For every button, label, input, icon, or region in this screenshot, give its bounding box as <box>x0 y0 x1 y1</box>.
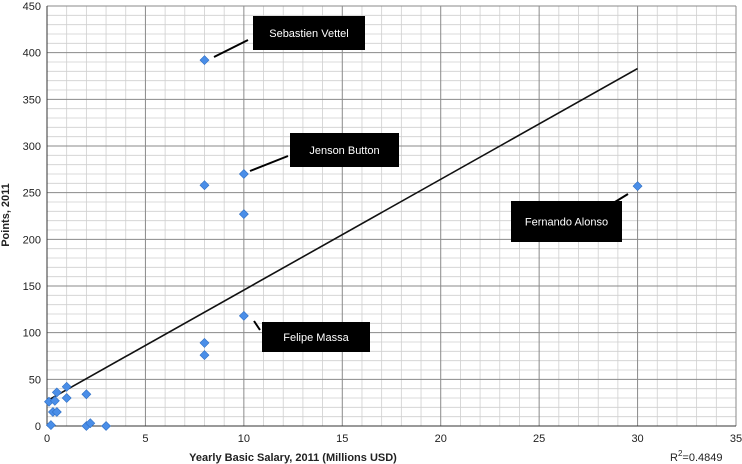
callout-label: Jenson Button <box>309 145 379 157</box>
y-tick-labels: 0 50 100 150 200 250 300 350 400 450 <box>23 1 41 433</box>
data-point <box>51 407 62 417</box>
x-tick-labels: 0 5 10 15 20 25 30 35 <box>44 433 742 445</box>
data-point <box>85 418 96 429</box>
data-point <box>238 209 249 220</box>
x-tick-label: 25 <box>533 433 545 445</box>
x-tick-label: 5 <box>142 433 148 445</box>
x-tick-label: 20 <box>435 433 447 445</box>
data-points <box>44 55 643 431</box>
x-axis-title: Yearly Basic Salary, 2011 (Millions USD) <box>189 452 397 464</box>
data-point <box>199 338 210 348</box>
annotation-callouts: Sebastien Vettel Jenson Button Fernando Al… <box>213 16 629 352</box>
data-point <box>199 350 210 360</box>
y-axis-title: Points, 2011 <box>0 183 12 247</box>
y-tick-label: 450 <box>23 1 41 13</box>
callout-leader-line <box>249 155 289 172</box>
y-tick-label: 400 <box>23 48 41 60</box>
x-tick-label: 35 <box>730 433 742 445</box>
callout-box <box>511 201 622 242</box>
data-point <box>238 310 249 321</box>
y-tick-label: 50 <box>29 374 41 386</box>
data-point <box>61 381 72 392</box>
x-tick-label: 15 <box>336 433 348 445</box>
y-tick-label: 0 <box>35 421 41 433</box>
callout-leader-line <box>213 39 249 58</box>
y-tick-label: 200 <box>23 234 41 246</box>
x-tick-label: 30 <box>631 433 643 445</box>
callout-label: Felipe Massa <box>283 332 349 344</box>
r-squared-label: R2=0.4849 <box>670 449 722 464</box>
trendline <box>46 67 638 402</box>
data-point <box>632 181 643 192</box>
callout-leader-line <box>253 320 261 331</box>
data-point <box>199 55 210 66</box>
callout-box <box>262 322 370 352</box>
x-tick-label: 10 <box>238 433 250 445</box>
callout-label: Fernando Alonso <box>525 217 608 229</box>
r-squared-superscript: 2 <box>678 449 683 458</box>
r-squared-prefix: R <box>670 452 678 464</box>
trendline-group <box>46 67 638 402</box>
data-point <box>238 169 249 179</box>
y-tick-label: 300 <box>23 141 41 153</box>
callout-box <box>290 133 399 167</box>
data-point <box>51 387 62 398</box>
major-gridlines <box>46 5 737 427</box>
x-tick-label: 0 <box>44 433 50 445</box>
data-point <box>61 393 72 403</box>
data-point <box>101 421 111 431</box>
y-tick-label: 350 <box>23 94 41 106</box>
callout-label: Sebastien Vettel <box>269 28 349 40</box>
callout-box <box>253 16 365 50</box>
data-point <box>199 180 210 191</box>
y-tick-label: 100 <box>23 328 41 340</box>
data-point <box>49 395 60 406</box>
minor-gridlines <box>47 6 736 426</box>
axes <box>46 6 736 427</box>
r-squared-value: =0.4849 <box>682 452 722 464</box>
y-tick-label: 250 <box>23 188 41 200</box>
data-point <box>46 420 56 430</box>
data-point <box>81 389 92 400</box>
y-tick-label: 150 <box>23 281 41 293</box>
